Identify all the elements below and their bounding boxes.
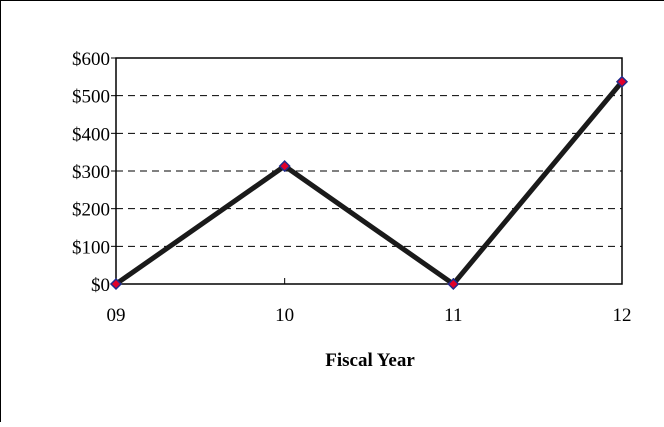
y-tick-label: $200	[72, 200, 110, 221]
x-tick-label: 12	[613, 305, 632, 326]
x-tick-label: 10	[275, 305, 294, 326]
y-tick-label: $0	[91, 275, 110, 296]
y-tick-label: $400	[72, 124, 110, 145]
x-tick-label: 11	[444, 305, 462, 326]
y-tick-label: $600	[72, 49, 110, 70]
y-tick-label: $300	[72, 162, 110, 183]
y-tick-label: $100	[72, 237, 110, 258]
y-tick-label: $500	[72, 87, 110, 108]
x-tick-label: 09	[107, 305, 126, 326]
x-axis-title: Fiscal Year	[325, 350, 415, 371]
